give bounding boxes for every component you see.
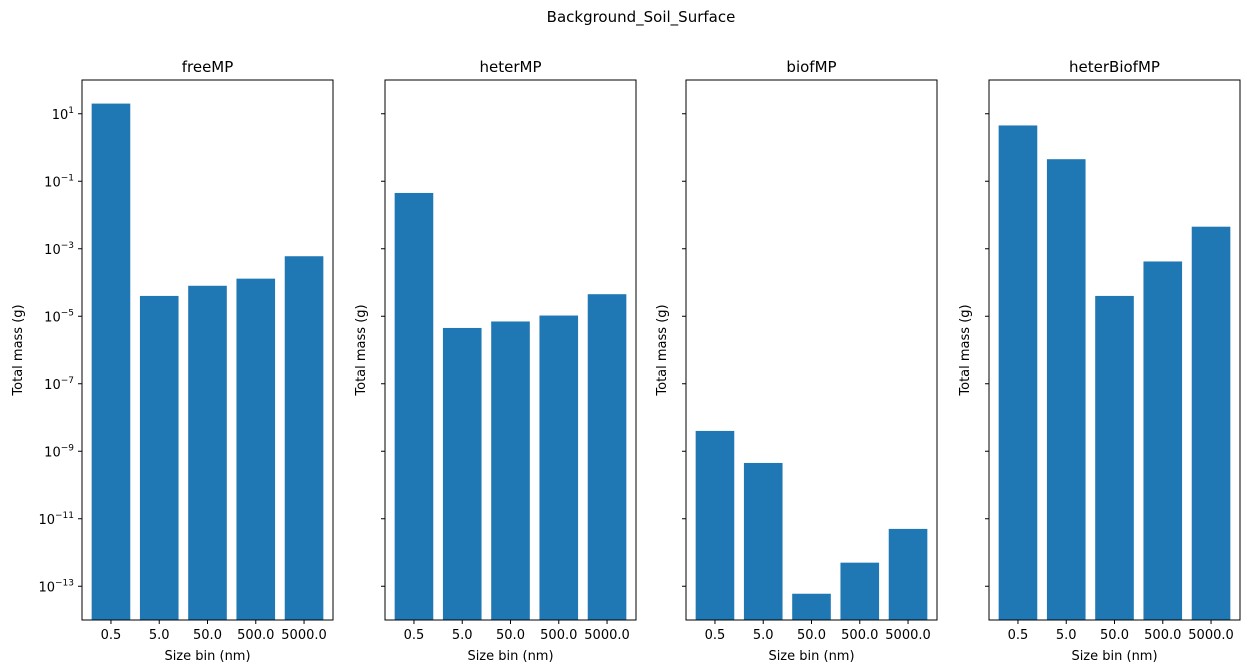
bar <box>888 528 928 620</box>
panel-title: biofMP <box>786 58 836 76</box>
bar <box>998 125 1038 621</box>
x-axis-label: Size bin (nm) <box>467 649 553 664</box>
x-tick-label: 500.0 <box>841 628 878 643</box>
bar <box>236 278 276 620</box>
bar <box>491 321 530 620</box>
x-tick-label: 500.0 <box>1144 628 1181 643</box>
y-tick-label: 10−5 <box>44 308 74 325</box>
bar <box>1143 261 1183 620</box>
bar <box>695 430 735 620</box>
x-tick-label: 0.5 <box>404 628 425 643</box>
y-tick-label: 10−13 <box>38 578 74 595</box>
x-tick-label: 0.5 <box>101 628 122 643</box>
y-axis-label: Total mass (g) <box>11 304 26 396</box>
x-axis-label: Size bin (nm) <box>768 649 854 664</box>
y-tick-label: 10−3 <box>44 241 74 258</box>
bar <box>139 295 179 620</box>
y-axis-label: Total mass (g) <box>958 304 973 396</box>
x-tick-label: 5.0 <box>452 628 473 643</box>
panel-2: 0.5 5.0 50.0 500.0 5000.0 biofMP Size bin (nm)… <box>655 58 938 664</box>
panel-title: freeMP <box>182 58 234 76</box>
x-axis-label: Size bin (nm) <box>164 649 250 664</box>
bar <box>394 192 434 620</box>
x-tick-label: 5.0 <box>753 628 774 643</box>
bar <box>188 285 227 620</box>
x-tick-label: 5000.0 <box>281 628 327 643</box>
bar <box>539 315 579 620</box>
x-tick-label: 50.0 <box>496 628 525 643</box>
x-tick-label: 500.0 <box>540 628 577 643</box>
bar <box>587 294 627 620</box>
x-tick-label: 5.0 <box>149 628 170 643</box>
x-tick-label: 0.5 <box>1008 628 1029 643</box>
y-axis-label: Total mass (g) <box>655 304 670 396</box>
bar <box>442 327 482 620</box>
y-axis-label: Total mass (g) <box>354 304 369 396</box>
axes-frame <box>685 79 938 621</box>
y-tick-label: 10−9 <box>44 443 74 460</box>
panel-3: 0.5 5.0 50.0 500.0 5000.0 heterBiofMP Size bin… <box>958 58 1241 664</box>
bar <box>91 103 131 621</box>
bar <box>840 562 880 620</box>
bar <box>792 593 831 620</box>
bar <box>743 462 783 620</box>
panel-1: 0.5 5.0 50.0 500.0 5000.0 heterMP Size bin (nm… <box>354 58 637 664</box>
x-tick-label: 50.0 <box>193 628 222 643</box>
x-tick-label: 50.0 <box>797 628 826 643</box>
y-tick-label: 101 <box>52 106 74 123</box>
x-tick-label: 5.0 <box>1056 628 1077 643</box>
x-tick-label: 5000.0 <box>584 628 630 643</box>
bar <box>284 256 324 620</box>
x-tick-label: 50.0 <box>1100 628 1129 643</box>
panel-title: heterBiofMP <box>1069 58 1160 76</box>
x-tick-label: 0.5 <box>705 628 726 643</box>
panel-0: 0.5 5.0 50.0 500.0 5000.0 101 10−1 10−3 10−5 10−7… <box>11 58 334 664</box>
x-tick-label: 5000.0 <box>885 628 931 643</box>
axes-frame <box>384 79 637 621</box>
bar <box>1191 226 1231 620</box>
bar <box>1046 159 1086 620</box>
x-tick-label: 5000.0 <box>1188 628 1234 643</box>
y-tick-label: 10−1 <box>44 173 74 190</box>
panel-title: heterMP <box>480 58 542 76</box>
axes-frame <box>81 79 334 621</box>
x-tick-label: 500.0 <box>237 628 274 643</box>
y-tick-label: 10−7 <box>44 376 74 393</box>
x-axis-label: Size bin (nm) <box>1071 649 1157 664</box>
axes-frame <box>988 79 1241 621</box>
figure-suptitle: Background_Soil_Surface <box>547 8 736 27</box>
bar <box>1095 295 1134 620</box>
y-tick-label: 10−11 <box>38 511 74 528</box>
